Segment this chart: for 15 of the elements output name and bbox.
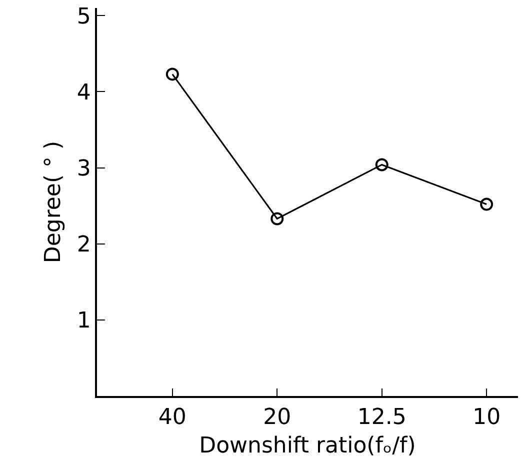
x-tick-label: 12.5 [357,405,406,430]
x-tick-label: 20 [263,405,292,430]
point [375,158,388,172]
y-tick-label: 3 [76,156,91,182]
y-tick-label: 4 [76,80,91,106]
y-tick-label: 5 [76,4,91,30]
y-tick-label: 2 [76,232,91,258]
point [166,68,179,81]
x-axis-title: Downshift ratio(fₒ/f) [199,434,416,459]
y-axis-title: Degree( ° ) [41,140,66,264]
point [270,212,284,226]
x-tick-label: 10 [472,405,501,430]
point [480,198,494,211]
y-tick-label: 1 [76,308,91,334]
x-tick-label: 40 [158,405,186,430]
